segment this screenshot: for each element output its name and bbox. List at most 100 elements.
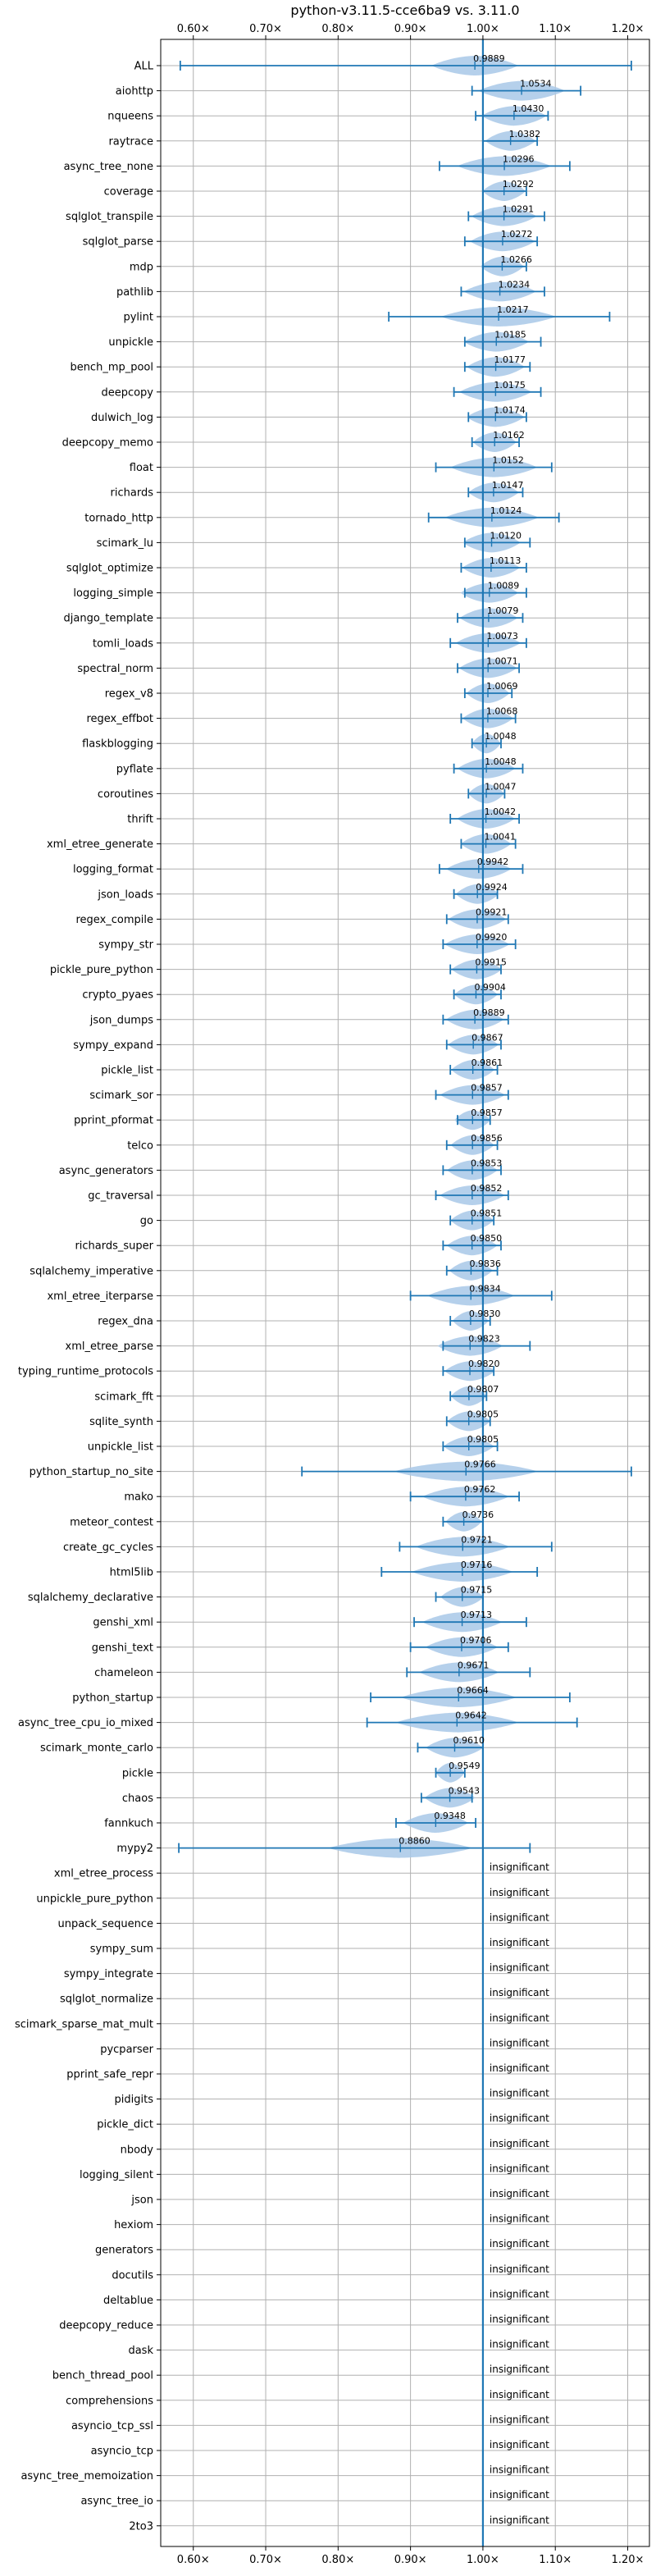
insignificant-label: insignificant [490, 2238, 549, 2249]
value-label-mypy2: 0.8860 [399, 1836, 430, 1847]
y-tick-label-json-dumps: json_dumps [89, 1014, 153, 1026]
value-label-sqlglot-transpile: 1.0291 [503, 204, 535, 215]
y-tick-label-async-tree-memoization: async_tree_memoization [20, 2470, 153, 2482]
value-label-pickle-list: 0.9861 [472, 1057, 503, 1068]
y-tick-label-typing-runtime-protocols: typing_runtime_protocols [18, 1366, 153, 1378]
y-tick-label-tomli-loads: tomli_loads [93, 637, 153, 650]
value-label-dulwich-log: 1.0174 [494, 404, 526, 415]
value-label-async-tree-none: 1.0296 [503, 153, 535, 164]
value-label-unpickle: 1.0185 [494, 330, 526, 340]
y-tick-label-json-loads: json_loads [97, 888, 153, 901]
y-tick-label-sqlglot-optimize: sqlglot_optimize [66, 563, 153, 575]
y-tick-label-coroutines: coroutines [98, 788, 153, 801]
y-tick-label-chaos: chaos [122, 1793, 153, 1805]
y-tick-label-aiohttp: aiohttp [116, 85, 153, 98]
value-label-pylint: 1.0217 [497, 304, 529, 315]
chart-title: python-v3.11.5-cce6ba9 vs. 3.11.0 [290, 2, 519, 18]
y-tick-label-scimark-sparse-mat-mult: scimark_sparse_mat_mult [15, 2018, 153, 2030]
y-tick-label-raytrace: raytrace [108, 135, 153, 148]
y-tick-label-layer: ALL aiohttp nqueens raytrace async_tree_none… [15, 61, 154, 2533]
y-tick-label-spectral-norm: spectral_norm [77, 663, 153, 675]
value-label-typing-runtime-protocols: 0.9820 [468, 1359, 500, 1369]
insignificant-label: insignificant [490, 1861, 549, 1873]
y-tick-label-async-tree-none: async_tree_none [64, 161, 153, 173]
y-tick-label-pickle: pickle [122, 1767, 153, 1779]
y-tick-label-xml-etree-parse: xml_etree_parse [66, 1341, 153, 1353]
value-label-coverage: 1.0292 [503, 179, 535, 190]
violin-layer [327, 56, 566, 1858]
insignificant-label: insignificant [490, 2088, 549, 2099]
y-tick-label-pycparser: pycparser [100, 2044, 153, 2056]
insignificant-label: insignificant [490, 2389, 549, 2400]
value-label-regex-effbot: 1.0068 [486, 706, 518, 717]
y-tick-label-sqlglot-normalize: sqlglot_normalize [60, 1994, 153, 2006]
insignificant-label: insignificant [490, 2288, 549, 2300]
insignificant-label: insignificant [490, 2414, 549, 2425]
value-label-sqlite-synth: 0.9805 [467, 1409, 499, 1419]
value-label-mdp: 1.0266 [500, 254, 532, 265]
value-label-json-dumps: 0.9889 [473, 1007, 505, 1018]
insignificant-label: insignificant [490, 1937, 549, 1948]
x-tick-label-top: 0.60× [177, 23, 210, 35]
x-tick-label-bottom: 1.00× [467, 2554, 499, 2566]
y-tick-label-meteor-contest: meteor_contest [70, 1516, 153, 1528]
y-tick-label-comprehensions: comprehensions [66, 2395, 153, 2407]
value-label-tomli-loads: 1.0073 [486, 631, 518, 642]
insignificant-label: insignificant [490, 2213, 549, 2225]
y-tick-label-gc-traversal: gc_traversal [88, 1190, 153, 1203]
y-tick-label-crypto-pyaes: crypto_pyaes [82, 989, 153, 1002]
y-tick-label-dask: dask [128, 2345, 153, 2357]
value-label-float: 1.0152 [492, 455, 524, 466]
value-label-flaskblogging: 1.0048 [485, 731, 517, 742]
insignificant-label: insignificant [490, 2037, 549, 2048]
y-tick-label-telco: telco [127, 1140, 153, 1152]
y-tick-label-sqlalchemy-imperative: sqlalchemy_imperative [30, 1265, 153, 1277]
y-tick-label-pprint-pformat: pprint_pformat [74, 1115, 153, 1127]
y-tick-label-python-startup: python_startup [72, 1692, 153, 1705]
y-tick-label-bench-mp-pool: bench_mp_pool [70, 362, 153, 374]
plot-frame [160, 39, 650, 2547]
y-tick-label-mdp: mdp [130, 261, 153, 273]
insignificant-label: insignificant [490, 2012, 549, 2024]
y-tick-label-html5lib: html5lib [110, 1567, 153, 1579]
y-tick-label-pathlib: pathlib [116, 286, 153, 299]
y-tick-label-sympy-sum: sympy_sum [90, 1943, 153, 1956]
value-label-genshi-xml: 0.9713 [461, 1610, 493, 1620]
value-label-django-template: 1.0079 [487, 605, 519, 616]
x-tick-label-top: 1.10× [539, 23, 572, 35]
insignificant-label: insignificant [490, 2489, 549, 2501]
y-tick-label-unpickle-list: unpickle_list [88, 1441, 153, 1454]
x-tick-label-top: 1.20× [612, 23, 645, 35]
insignificant-label: insignificant [490, 2062, 549, 2074]
y-tick-label-unpickle: unpickle [108, 336, 153, 349]
y-tick-label-thrift: thrift [127, 814, 153, 826]
value-label-mako: 0.9762 [464, 1484, 496, 1495]
value-label-thrift: 1.0042 [485, 806, 517, 817]
y-tick-label-pickle-dict: pickle_dict [97, 2119, 153, 2131]
y-tick-label-xml-etree-iterparse: xml_etree_iterparse [47, 1290, 153, 1303]
value-label-sqlglot-parse: 1.0272 [501, 229, 533, 240]
value-label-regex-compile: 0.9921 [476, 907, 508, 917]
value-label-chameleon: 0.9671 [458, 1660, 490, 1670]
y-tick-label-dulwich-log: dulwich_log [91, 412, 153, 424]
y-tick-label-tornado-http: tornado_http [84, 512, 153, 524]
y-tick-label-xml-etree-process: xml_etree_process [54, 1868, 153, 1880]
y-tick-label-fannkuch: fannkuch [104, 1818, 153, 1830]
y-tick-label-python-startup-no-site: python_startup_no_site [30, 1466, 153, 1478]
y-tick-label-regex-compile: regex_compile [75, 914, 153, 926]
value-label-python-startup-no-site: 0.9766 [464, 1459, 496, 1470]
y-tick-label-deepcopy-reduce: deepcopy_reduce [59, 2320, 153, 2332]
insignificant-label: insignificant [490, 1911, 549, 1923]
y-tick-label-sympy-expand: sympy_expand [73, 1039, 153, 1052]
value-label-pprint-pformat: 0.9857 [471, 1108, 503, 1118]
y-tick-label-logging-simple: logging_simple [73, 587, 153, 600]
grid-layer [161, 39, 649, 2546]
value-label-logging-simple: 1.0089 [488, 581, 520, 591]
y-tick-label-sqlite-synth: sqlite_synth [89, 1416, 153, 1428]
y-tick-label-logging-silent: logging_silent [80, 2169, 153, 2181]
value-label-unpickle-list: 0.9805 [467, 1434, 499, 1445]
y-tick-label-async-generators: async_generators [59, 1165, 154, 1177]
y-tick-label-logging-format: logging_format [73, 864, 153, 876]
value-label-tornado-http: 1.0124 [490, 505, 522, 516]
y-tick-label-scimark-monte-carlo: scimark_monte_carlo [40, 1742, 153, 1755]
